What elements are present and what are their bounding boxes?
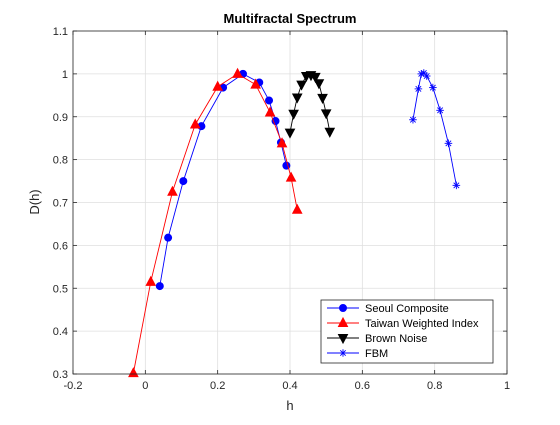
y-tick-label: 1.1 bbox=[53, 26, 68, 38]
y-tick-label: 0.9 bbox=[53, 112, 68, 124]
legend-item: Seoul Composite bbox=[327, 303, 449, 315]
legend-label: Seoul Composite bbox=[365, 303, 449, 315]
y-axis-label: D(h) bbox=[27, 189, 42, 214]
data-point bbox=[164, 233, 173, 242]
legend-marker bbox=[339, 349, 347, 357]
data-point bbox=[179, 177, 188, 186]
data-point bbox=[296, 80, 307, 91]
data-point bbox=[250, 78, 261, 89]
data-point bbox=[436, 106, 444, 115]
y-tick-label: 0.5 bbox=[53, 283, 68, 295]
data-point bbox=[409, 115, 417, 124]
data-point bbox=[264, 106, 276, 117]
y-tick-label: 0.6 bbox=[53, 240, 68, 252]
data-point bbox=[212, 80, 223, 91]
x-axis-label: h bbox=[286, 398, 293, 413]
series-1 bbox=[128, 67, 303, 378]
legend-label: Brown Noise bbox=[365, 333, 427, 345]
y-tick-label: 0.8 bbox=[53, 155, 68, 167]
x-tick-label: 0.6 bbox=[355, 380, 370, 392]
data-point bbox=[284, 128, 296, 139]
data-point bbox=[429, 83, 437, 92]
legend-marker bbox=[337, 316, 349, 327]
data-point bbox=[444, 139, 453, 148]
data-point bbox=[189, 118, 201, 129]
data-point bbox=[320, 109, 332, 120]
x-tick-label: 0.4 bbox=[282, 380, 297, 392]
x-tick-label: 0 bbox=[142, 380, 148, 392]
data-point bbox=[265, 96, 274, 105]
series-3 bbox=[409, 69, 461, 190]
y-tick-label: 1 bbox=[62, 69, 68, 81]
legend-item: FBM bbox=[327, 348, 388, 360]
legend-label: FBM bbox=[365, 348, 388, 360]
x-tick-label: 0.2 bbox=[210, 380, 225, 392]
data-point bbox=[285, 171, 297, 182]
chart-title: Multifractal Spectrum bbox=[224, 11, 357, 26]
legend-item: Brown Noise bbox=[327, 333, 427, 345]
data-point bbox=[414, 85, 423, 93]
series-2 bbox=[284, 71, 336, 139]
legend-marker bbox=[339, 304, 347, 312]
data-point bbox=[324, 127, 336, 138]
y-tick-label: 0.4 bbox=[53, 326, 68, 338]
data-point bbox=[291, 93, 303, 104]
data-point bbox=[288, 109, 299, 120]
series-layer bbox=[128, 67, 461, 378]
data-point bbox=[422, 72, 431, 80]
data-point bbox=[155, 282, 164, 291]
legend-item: Taiwan Weighted Index bbox=[327, 316, 479, 330]
data-point bbox=[452, 181, 461, 190]
x-tick-label: 0.8 bbox=[427, 380, 442, 392]
data-point bbox=[317, 93, 328, 104]
ticks: -0.2 0 0.2 0.4 0.6 0.8 1 0.3 0.4 0.5 0.6 0.7 0.8 0.9 1… bbox=[53, 26, 510, 392]
data-point bbox=[167, 185, 178, 196]
legend: Seoul Composite Taiwan Weighted Index Brow… bbox=[320, 299, 494, 364]
series-0 bbox=[155, 69, 291, 291]
data-point bbox=[276, 137, 288, 148]
y-tick-label: 0.7 bbox=[53, 198, 68, 210]
legend-box bbox=[320, 299, 494, 364]
data-point bbox=[291, 203, 303, 214]
data-point bbox=[128, 367, 139, 378]
legend-label: Taiwan Weighted Index bbox=[365, 318, 479, 330]
data-point bbox=[309, 72, 321, 83]
data-point bbox=[232, 67, 243, 78]
y-tick-label: 0.3 bbox=[53, 369, 68, 381]
legend-marker bbox=[337, 334, 349, 345]
x-tick-label: 1 bbox=[504, 380, 510, 392]
data-point bbox=[313, 79, 325, 90]
data-point bbox=[145, 275, 157, 286]
x-tick-label: -0.2 bbox=[64, 380, 83, 392]
